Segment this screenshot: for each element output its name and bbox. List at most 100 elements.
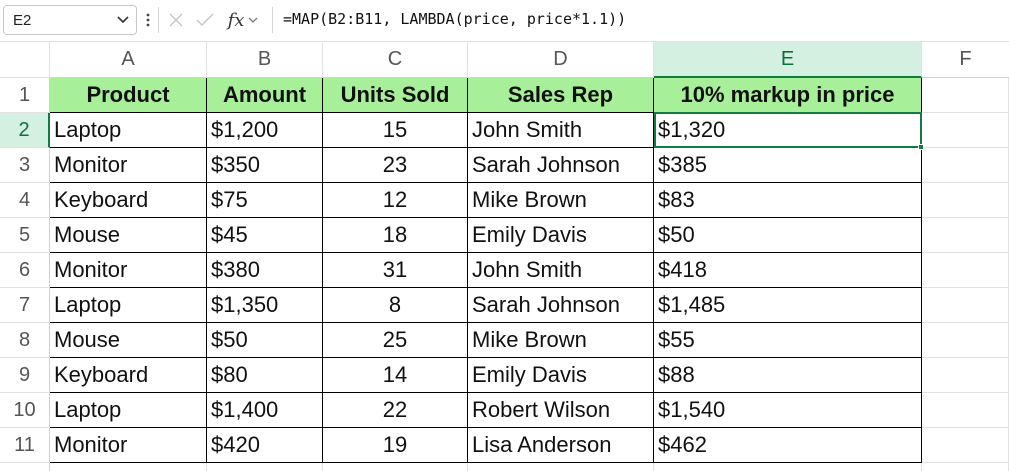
select-all-corner[interactable]	[0, 42, 50, 78]
cell-sales-rep[interactable]: Emily Davis	[468, 358, 654, 393]
row-header-5[interactable]: 5	[0, 218, 50, 253]
cell-amount[interactable]: $1,350	[207, 288, 323, 323]
chevron-down-icon[interactable]	[110, 16, 136, 24]
row-header-9[interactable]: 9	[0, 358, 50, 393]
cell-product[interactable]: Laptop	[50, 288, 207, 323]
cell-amount[interactable]: $1,200	[207, 113, 323, 148]
cell-units-sold[interactable]: 23	[323, 148, 468, 183]
cell[interactable]	[922, 218, 1009, 253]
row-header-6[interactable]: 6	[0, 253, 50, 288]
cell-units-sold[interactable]: 15	[323, 113, 468, 148]
row-header-1[interactable]: 1	[0, 78, 50, 113]
cell-units-sold[interactable]: 19	[323, 428, 468, 463]
cell-amount[interactable]: $420	[207, 428, 323, 463]
cell[interactable]	[922, 428, 1009, 463]
cell-amount[interactable]: $45	[207, 218, 323, 253]
row-header-4[interactable]: 4	[0, 183, 50, 218]
column-header-e[interactable]: E	[654, 42, 922, 78]
cancel-icon[interactable]	[164, 8, 188, 32]
cell[interactable]	[323, 463, 468, 471]
cell-sales-rep[interactable]: John Smith	[468, 253, 654, 288]
cell-sales-rep[interactable]: Lisa Anderson	[468, 428, 654, 463]
cell-product[interactable]: Laptop	[50, 113, 207, 148]
row-header-7[interactable]: 7	[0, 288, 50, 323]
cell-sales-rep[interactable]: Sarah Johnson	[468, 288, 654, 323]
fill-handle[interactable]	[918, 144, 924, 150]
cell-amount[interactable]: $75	[207, 183, 323, 218]
column-header-f[interactable]: F	[922, 42, 1009, 78]
cell-markup[interactable]: $55	[654, 323, 922, 358]
column-header-c[interactable]: C	[323, 42, 468, 78]
cell[interactable]	[922, 253, 1009, 288]
cell-units-sold[interactable]: 22	[323, 393, 468, 428]
cell-units-sold[interactable]: 31	[323, 253, 468, 288]
cell-product[interactable]: Keyboard	[50, 183, 207, 218]
cell-amount[interactable]: $50	[207, 323, 323, 358]
cell-markup[interactable]: $88	[654, 358, 922, 393]
cell-sales-rep[interactable]: Mike Brown	[468, 323, 654, 358]
header-cell-product[interactable]: Product	[50, 78, 207, 113]
cell-amount[interactable]: $1,400	[207, 393, 323, 428]
header-cell-units-sold[interactable]: Units Sold	[323, 78, 468, 113]
cell-markup[interactable]: $83	[654, 183, 922, 218]
cell[interactable]	[922, 148, 1009, 183]
cell[interactable]	[922, 288, 1009, 323]
insert-function-button[interactable]: fx	[222, 8, 264, 32]
header-cell-amount[interactable]: Amount	[207, 78, 323, 113]
cell[interactable]	[922, 358, 1009, 393]
cell-markup[interactable]: $50	[654, 218, 922, 253]
header-cell-markup[interactable]: 10% markup in price	[654, 78, 922, 113]
cell[interactable]	[922, 323, 1009, 358]
row-header-3[interactable]: 3	[0, 148, 50, 183]
divider	[0, 41, 1009, 42]
cell-amount[interactable]: $380	[207, 253, 323, 288]
cell-units-sold[interactable]: 25	[323, 323, 468, 358]
column-header-a[interactable]: A	[50, 42, 207, 78]
cell-amount[interactable]: $80	[207, 358, 323, 393]
column-header-d[interactable]: D	[468, 42, 654, 78]
row-header-11[interactable]: 11	[0, 428, 50, 463]
cell-markup[interactable]: $385	[654, 148, 922, 183]
cell-markup[interactable]: $462	[654, 428, 922, 463]
cell-amount[interactable]: $350	[207, 148, 323, 183]
name-box[interactable]: E2	[3, 5, 137, 35]
cell-markup[interactable]: $1,320	[654, 113, 922, 148]
enter-check-icon[interactable]	[193, 8, 217, 32]
cell-sales-rep[interactable]: Emily Davis	[468, 218, 654, 253]
cell[interactable]	[922, 113, 1009, 148]
cell-markup[interactable]: $1,540	[654, 393, 922, 428]
cell[interactable]	[654, 463, 922, 471]
cell[interactable]	[468, 463, 654, 471]
cell-units-sold[interactable]: 8	[323, 288, 468, 323]
cell[interactable]	[922, 393, 1009, 428]
column-header-b[interactable]: B	[207, 42, 323, 78]
cell-units-sold[interactable]: 14	[323, 358, 468, 393]
row-header-8[interactable]: 8	[0, 323, 50, 358]
cell-product[interactable]: Keyboard	[50, 358, 207, 393]
cell-units-sold[interactable]: 12	[323, 183, 468, 218]
cell[interactable]	[50, 463, 207, 471]
cell-units-sold[interactable]: 18	[323, 218, 468, 253]
cell-sales-rep[interactable]: Sarah Johnson	[468, 148, 654, 183]
cell-sales-rep[interactable]: John Smith	[468, 113, 654, 148]
cell-product[interactable]: Laptop	[50, 393, 207, 428]
cell-product[interactable]: Monitor	[50, 148, 207, 183]
cell-markup[interactable]: $1,485	[654, 288, 922, 323]
cell-product[interactable]: Monitor	[50, 253, 207, 288]
cell[interactable]	[922, 183, 1009, 218]
name-box-value[interactable]: E2	[13, 11, 32, 29]
cell[interactable]	[922, 463, 1009, 471]
cell-product[interactable]: Mouse	[50, 218, 207, 253]
row-header-10[interactable]: 10	[0, 393, 50, 428]
cell-markup[interactable]: $418	[654, 253, 922, 288]
cell-product[interactable]: Monitor	[50, 428, 207, 463]
cell[interactable]	[207, 463, 323, 471]
cell[interactable]	[922, 78, 1009, 113]
formula-input[interactable]: =MAP(B2:B11, LAMBDA(price, price*1.1))	[283, 10, 627, 28]
cell-product[interactable]: Mouse	[50, 323, 207, 358]
cell-sales-rep[interactable]: Mike Brown	[468, 183, 654, 218]
cell-sales-rep[interactable]: Robert Wilson	[468, 393, 654, 428]
row-header-2[interactable]: 2	[0, 113, 50, 148]
more-options-icon[interactable]	[142, 8, 154, 32]
header-cell-sales-rep[interactable]: Sales Rep	[468, 78, 654, 113]
